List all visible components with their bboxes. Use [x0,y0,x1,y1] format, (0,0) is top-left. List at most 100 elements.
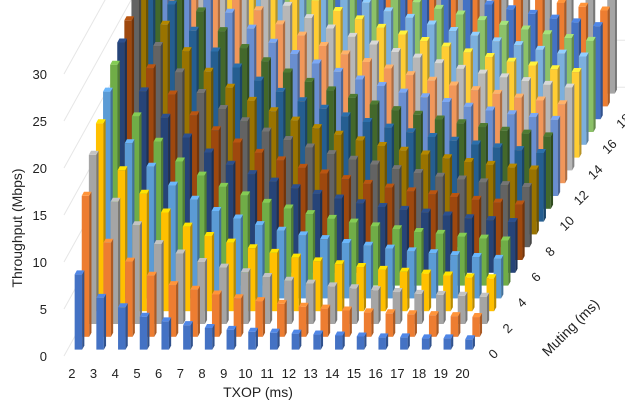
bar-side [472,335,475,350]
bars [74,0,617,350]
bar-top [282,68,293,73]
bar [277,299,287,337]
bar-front [276,160,284,260]
bar-top [405,13,415,18]
bar-front [218,109,226,248]
bar-side [464,232,468,286]
bar-front [370,164,378,248]
bar-front [103,242,111,337]
bar-front [312,128,320,235]
x-tick-label: 20 [455,366,469,381]
bar-front [391,169,400,248]
bar-front [117,42,125,273]
bar [450,251,460,299]
bar-front [399,271,408,312]
bar-front [442,158,450,235]
bar [457,291,468,324]
bar-side [600,22,603,120]
bar-top [291,329,302,334]
bar-front [290,120,298,235]
bar-front [463,106,472,196]
bar-side [393,309,396,337]
bar-top [247,170,258,175]
bar-front [362,121,371,222]
bar-front [407,314,415,337]
bar-top [181,47,192,52]
bar-side [356,284,359,324]
bar-top [311,0,320,1]
bar-top [305,210,316,215]
bar-top [291,253,301,258]
bar-front [131,116,140,286]
bar-top [175,157,185,162]
bar-top [492,143,503,148]
bar-side [349,238,352,299]
bar-front [578,56,587,145]
bar-top [160,113,171,118]
bar-top [578,52,589,57]
bar-front [514,97,522,184]
bar-top [225,83,236,88]
bar-side [550,132,554,209]
bar [183,321,193,350]
bar-front [239,121,248,248]
bar-side [190,321,193,350]
bar-top [442,211,453,216]
bar-front [247,248,256,312]
bar-top [347,32,358,37]
bar [435,229,446,286]
bar-top [248,327,258,332]
bar-top [254,148,265,153]
bar-front [139,316,148,350]
bar-side [607,6,610,107]
bar-top [139,312,150,317]
bar-front [477,73,486,171]
bar-front [305,147,313,248]
bar-front [370,290,379,324]
bar-top [549,14,560,19]
bar [320,235,330,299]
bar-top [356,332,367,337]
bar-top [564,83,575,88]
bar-top [305,143,315,148]
bar-top [391,106,402,111]
bar [327,282,338,324]
bar-side [147,312,150,350]
bar [500,236,511,286]
bar-top [434,59,445,64]
bar-top [232,138,243,143]
bar-front [240,195,248,286]
bar-front [543,136,551,209]
bar-top [600,6,610,11]
bar-top [405,71,416,76]
bar-top [168,281,179,286]
bar-front [74,274,83,350]
bar-top [103,238,114,243]
bar-top [492,37,502,42]
bar [471,253,482,299]
bar-front [585,40,594,132]
bar-top [218,105,228,110]
bar-front [464,277,473,312]
bar-top [385,244,395,249]
z-tick-label: 18 [613,110,625,131]
bar-top [232,63,243,68]
bar-top [240,268,251,273]
bar-top [406,187,417,192]
z-tick-label: 0 [485,346,501,362]
x-tick-label: 11 [260,366,274,381]
bar-top [521,129,532,134]
bar-front [369,104,378,209]
bar [464,273,475,312]
bar-top [428,190,438,195]
bar-top [493,254,504,259]
bar [356,263,367,312]
x-tick-label: 5 [133,366,140,381]
bar-side [536,165,539,235]
bar-top [117,38,127,43]
bar-top [320,235,330,240]
bar-top [283,204,294,209]
bar-front [485,164,494,235]
bar-front [456,179,465,248]
bar-side [183,249,186,324]
